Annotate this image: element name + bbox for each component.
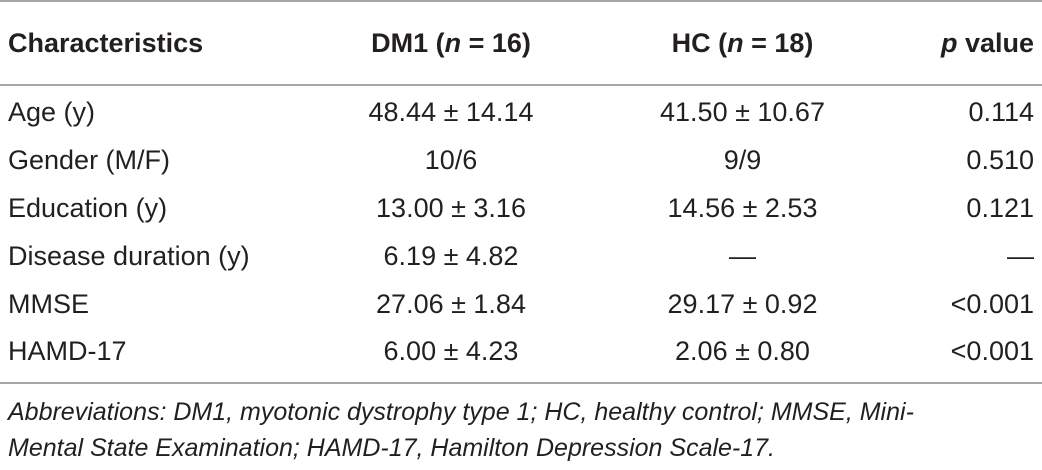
row-dm1-value: 10/6 — [424, 145, 478, 175]
header-hc: HC (n = 18) — [620, 19, 865, 67]
row-hc-value: 9/9 — [723, 145, 762, 175]
table-row: Disease duration (y) 6.19 ± 4.82 — — — [0, 232, 1042, 280]
table-footnote: Abbreviations: DM1, myotonic dystrophy t… — [8, 394, 1038, 466]
header-p-value: p value — [900, 19, 1034, 67]
row-hc-value: 14.56 ± 2.53 — [667, 193, 818, 223]
row-p-value: 0.510 — [966, 145, 1034, 175]
row-hc-value: — — [729, 241, 756, 271]
header-hc-suffix: = 18) — [743, 28, 814, 58]
table-header-row: Characteristics DM1 (n = 16) HC (n = 18)… — [0, 19, 1042, 67]
header-dm1-suffix: = 16) — [461, 28, 531, 58]
row-p-value: <0.001 — [950, 289, 1034, 319]
header-dm1: DM1 (n = 16) — [330, 19, 572, 67]
table-row: MMSE 27.06 ± 1.84 29.17 ± 0.92 <0.001 — [0, 280, 1042, 328]
row-p-value: <0.001 — [950, 336, 1034, 366]
row-label: Education (y) — [8, 193, 168, 223]
table-bottom-rule — [0, 382, 1042, 384]
row-label: Disease duration (y) — [8, 241, 250, 271]
row-label: HAMD-17 — [8, 336, 127, 366]
footnote-line-2: Mental State Examination; HAMD-17, Hamil… — [8, 434, 776, 462]
row-dm1-value: 6.19 ± 4.82 — [383, 241, 519, 271]
row-p-value: 0.114 — [968, 97, 1034, 127]
table-row: Age (y) 48.44 ± 14.14 41.50 ± 10.67 0.11… — [0, 88, 1042, 136]
header-hc-prefix: HC ( — [671, 28, 728, 58]
row-dm1-value: 48.44 ± 14.14 — [368, 97, 534, 127]
row-p-value: — — [1007, 241, 1034, 271]
row-p-value: 0.121 — [966, 193, 1034, 223]
footnote-line-1: Abbreviations: DM1, myotonic dystrophy t… — [8, 398, 914, 426]
table-row: Gender (M/F) 10/6 9/9 0.510 — [0, 136, 1042, 184]
table-header-rule — [0, 84, 1042, 86]
header-p-italic: p — [940, 28, 958, 58]
header-p-suffix: value — [957, 28, 1034, 58]
row-hc-value: 29.17 ± 0.92 — [667, 289, 818, 319]
header-dm1-prefix: DM1 ( — [371, 28, 445, 58]
row-label: Gender (M/F) — [8, 145, 171, 175]
row-dm1-value: 6.00 ± 4.23 — [383, 336, 519, 366]
row-label: Age (y) — [8, 97, 96, 127]
header-characteristics: Characteristics — [8, 28, 204, 58]
row-dm1-value: 27.06 ± 1.84 — [376, 289, 526, 319]
row-label: MMSE — [8, 289, 89, 319]
table-row: HAMD-17 6.00 ± 4.23 2.06 ± 0.80 <0.001 — [0, 327, 1042, 375]
row-dm1-value: 13.00 ± 3.16 — [376, 193, 526, 223]
row-hc-value: 41.50 ± 10.67 — [660, 97, 825, 127]
header-hc-n: n — [727, 28, 744, 58]
table-top-rule — [0, 0, 1042, 2]
row-hc-value: 2.06 ± 0.80 — [675, 336, 810, 366]
table-row: Education (y) 13.00 ± 3.16 14.56 ± 2.53 … — [0, 184, 1042, 232]
header-dm1-n: n — [444, 28, 462, 58]
